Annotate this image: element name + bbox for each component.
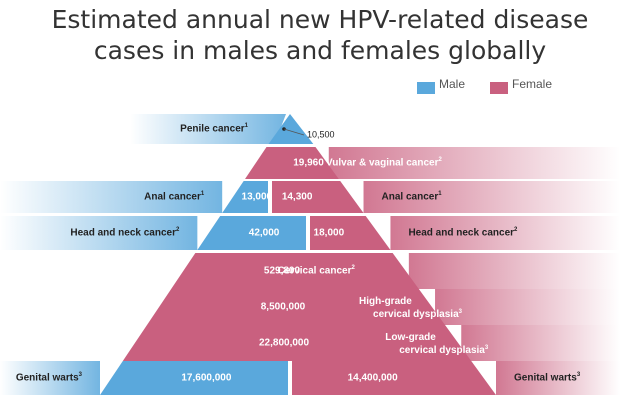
row-5-female-label-band (408, 253, 620, 289)
row-3-male-label: Anal cancer1 (144, 191, 205, 203)
row-1-male-block (268, 114, 314, 144)
row-8-female-label-band (496, 361, 620, 395)
row-6-female-label-band (435, 289, 620, 325)
chart-title-line-2: cases in males and females globally (93, 36, 547, 65)
row-4-male-label-band (0, 216, 198, 250)
row-1-male-label: Penile cancer1 (180, 123, 248, 135)
row-5-female-label: Cervical cancer2 (278, 265, 356, 277)
row-2-female-block (245, 147, 339, 179)
row-8-female-label: Genital warts3 (514, 372, 581, 384)
row-6-female-value: 8,500,000 (261, 302, 306, 313)
row-6-female-block (146, 289, 446, 325)
row-4-male-label: Head and neck cancer2 (70, 227, 180, 239)
row-1-male-value: 10,500 (307, 129, 335, 139)
chart-title-line-1: Estimated annual new HPV-related disease (51, 5, 589, 34)
row-8-female-block (292, 361, 496, 395)
legend-label-female: Female (512, 77, 553, 91)
legend-swatch-male (417, 82, 435, 94)
row-8-male-block (100, 361, 288, 395)
row-8-female-value: 14,400,000 (348, 373, 398, 384)
row-7-female-value: 22,800,000 (259, 338, 309, 349)
row-1-male-label-band (130, 114, 286, 144)
row-7-female-label: Low-grade cervical dysplasia3 (385, 332, 489, 356)
row-3-male-value: 13,000 (242, 192, 273, 203)
legend-swatch-female (490, 82, 508, 94)
row-6-female-label: High-grade cervical dysplasia3 (359, 296, 463, 320)
row-4-male-value: 42,000 (249, 228, 280, 239)
row-4-female-block (310, 216, 391, 250)
row-7-female-label-band (461, 325, 620, 361)
row-2-female-value: 19,960 (293, 158, 324, 169)
row-2-female-label: Vulvar & vaginal cancer2 (326, 157, 442, 169)
row-5-female-value: 529,800 (264, 266, 301, 277)
row-1-male-leader (283, 128, 305, 136)
row-8-male-label: Genital warts3 (16, 372, 83, 384)
row-3-female-label-band (363, 181, 620, 213)
row-3-female-label: Anal cancer1 (382, 191, 443, 203)
row-3-female-block (272, 181, 364, 213)
row-7-female-block (122, 325, 472, 361)
row-5-female-block (171, 253, 419, 289)
row-8-male-value: 17,600,000 (181, 373, 231, 384)
legend-label-male: Male (439, 77, 466, 91)
row-3-male-label-band (0, 181, 223, 213)
row-3-male-block (222, 181, 268, 213)
row-3-female-value: 14,300 (282, 192, 313, 203)
chart-title: Estimated annual new HPV-related disease… (0, 4, 640, 66)
row-8-male-label-band (0, 361, 100, 395)
row-4-female-label-band (390, 216, 620, 250)
row-2-female-label-band (328, 147, 620, 179)
row-4-female-value: 18,000 (314, 228, 345, 239)
row-4-male-block (197, 216, 306, 250)
row-4-female-label: Head and neck cancer2 (408, 227, 518, 239)
